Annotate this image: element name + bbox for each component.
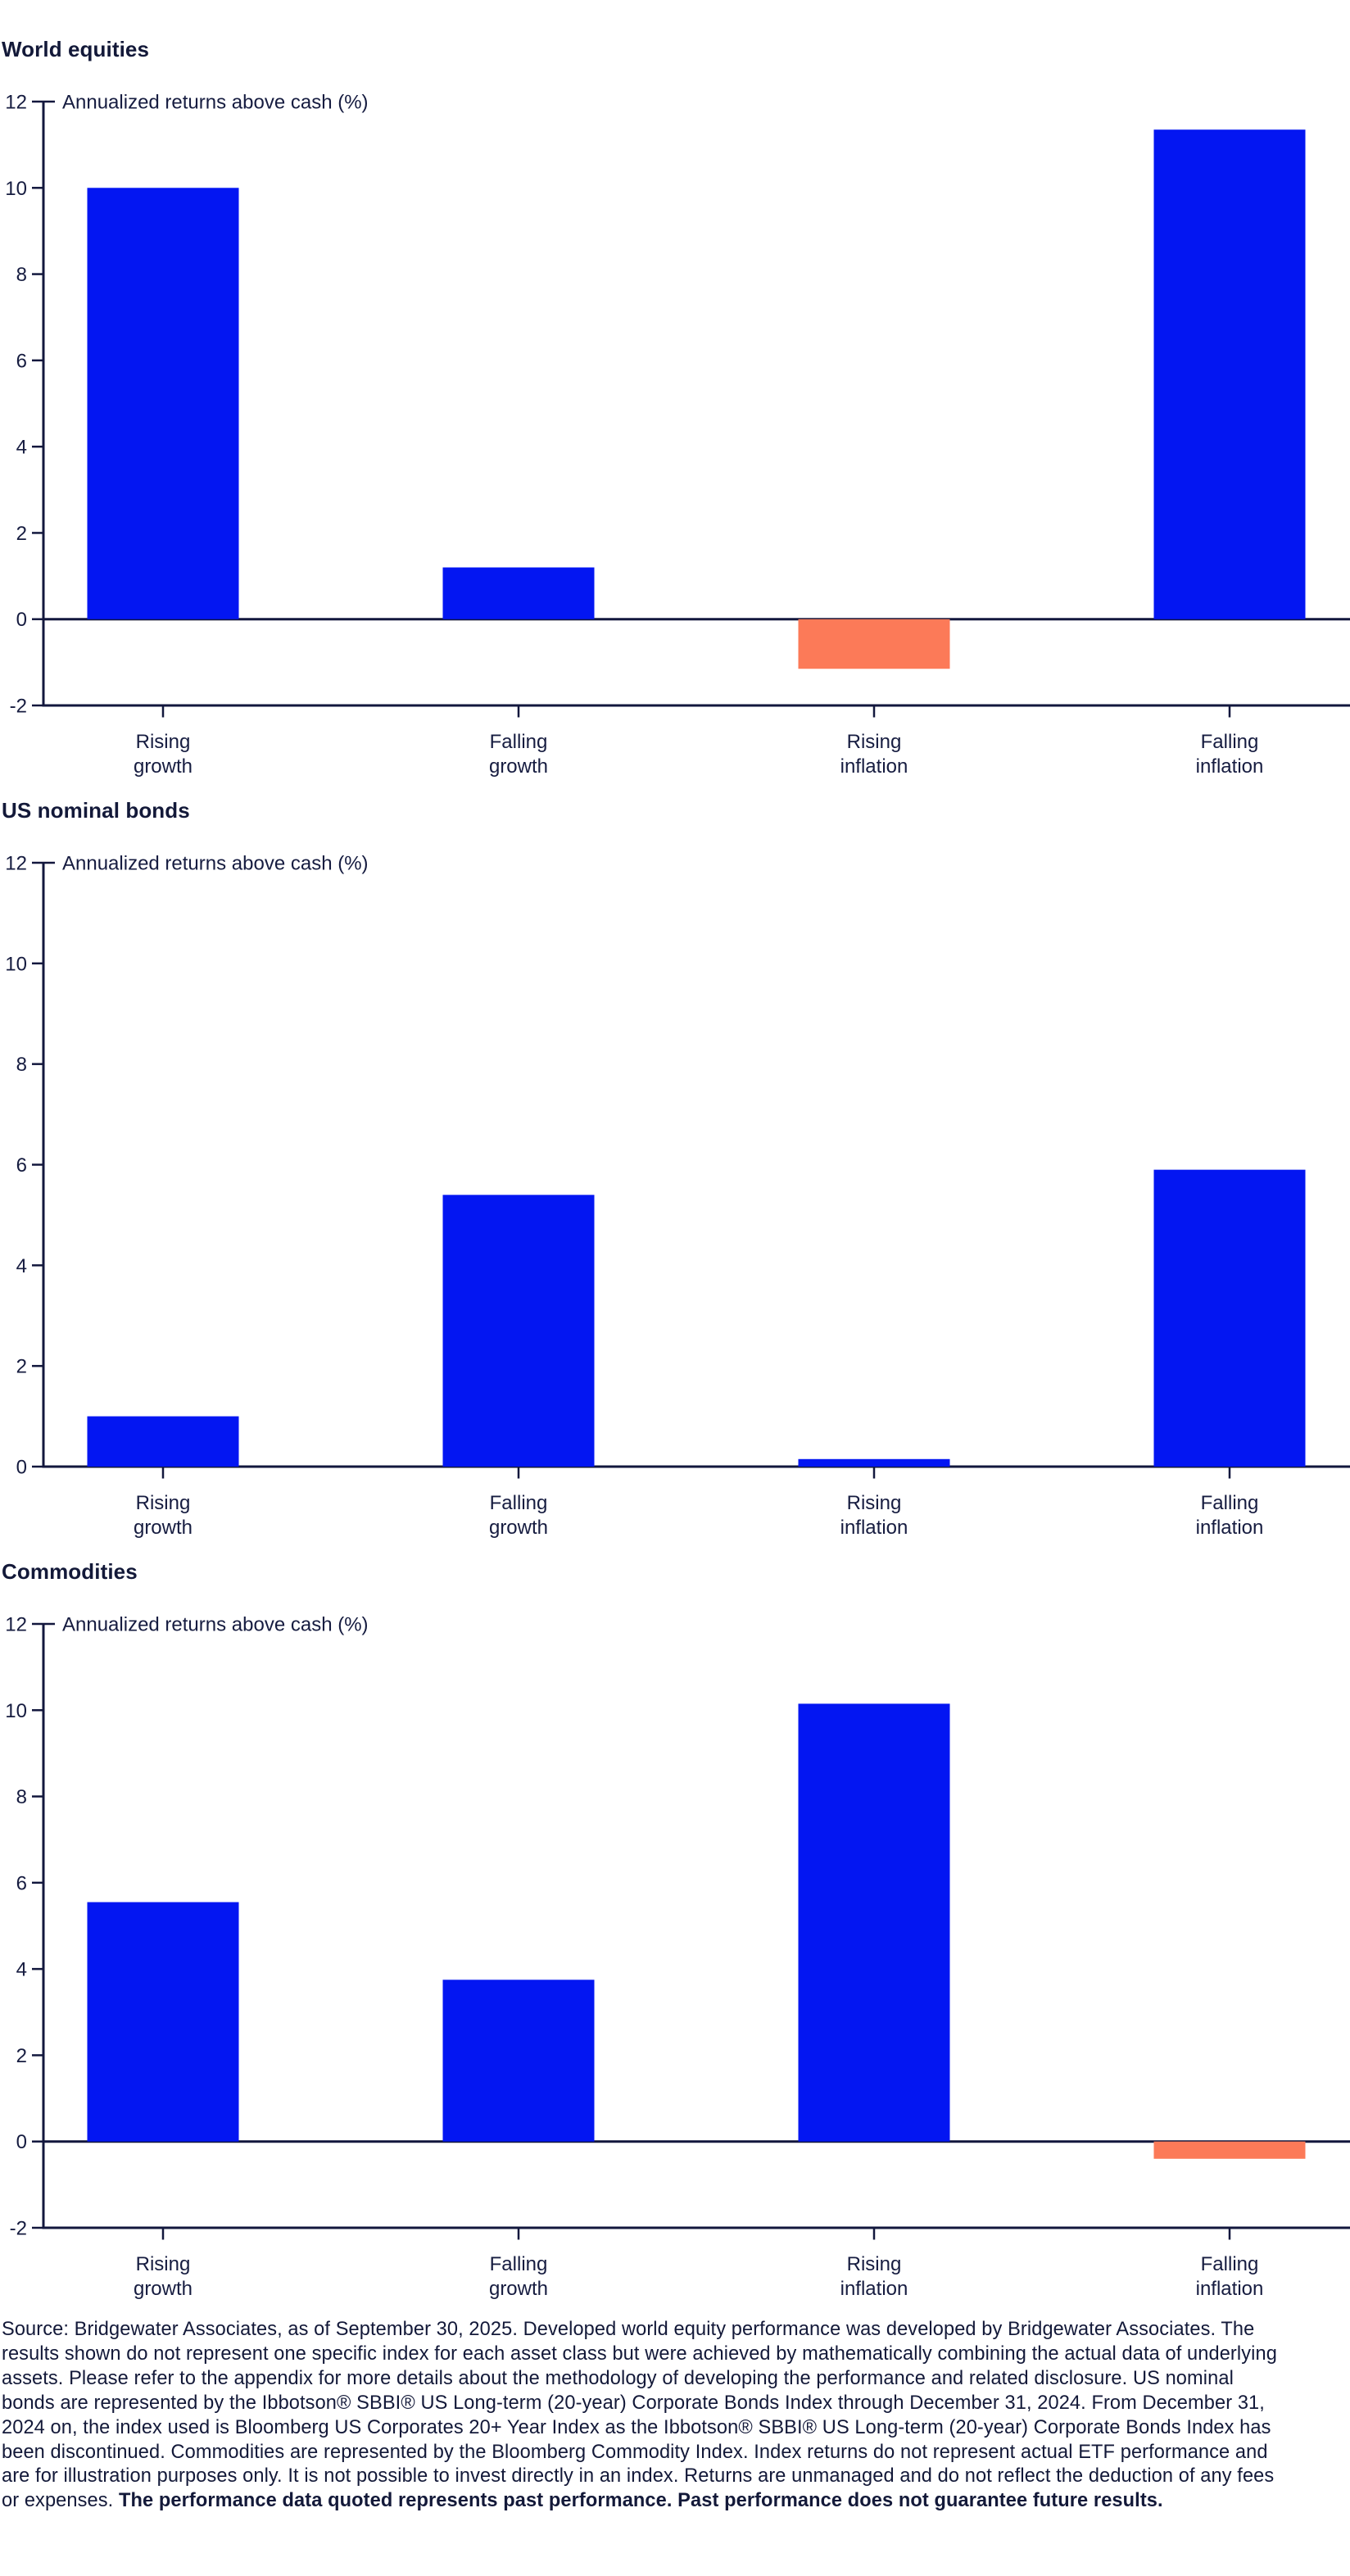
y-tick-label: 0: [16, 609, 27, 631]
chart-title: US nominal bonds: [2, 798, 190, 823]
bar-falling-growth: [442, 567, 595, 619]
y-tick-label: 4: [16, 437, 27, 459]
y-tick-label: 10: [5, 1700, 27, 1722]
x-category-label: Falling: [1201, 2253, 1259, 2275]
y-tick-label: 2: [16, 2045, 27, 2067]
x-category-label: Falling: [490, 731, 548, 753]
x-category-label: growth: [134, 755, 193, 778]
bar-rising-growth: [87, 1416, 239, 1467]
x-category-label: Falling: [490, 2253, 548, 2275]
x-category-label: inflation: [840, 755, 908, 778]
chart-title: World equities: [2, 37, 150, 61]
chart-canvas: 12 10 8 6 4 2 0 Annualized returns above cash (…: [5, 853, 1350, 1539]
x-category-label: Rising: [136, 1492, 191, 1514]
x-category-label: growth: [489, 755, 548, 778]
x-category-label: inflation: [840, 1517, 908, 1539]
y-tick-label: 10: [5, 953, 27, 975]
x-category-label: Falling: [490, 1492, 548, 1514]
y-tick-label: 6: [16, 1154, 27, 1177]
chart-title: Commodities: [2, 1559, 138, 1584]
y-tick-label: 12: [5, 1614, 27, 1636]
bar-falling-growth: [442, 1980, 595, 2142]
x-category-label: Rising: [847, 731, 902, 753]
x-category-label: growth: [489, 1517, 548, 1539]
y-tick-label: 2: [16, 1356, 27, 1378]
y-tick-label: 6: [16, 350, 27, 372]
x-category-label: Rising: [136, 2253, 191, 2275]
bar-falling-inflation: [1153, 129, 1306, 619]
x-category-label: Falling: [1201, 731, 1259, 753]
bar-rising-inflation: [798, 1703, 950, 2142]
footnote: Source: Bridgewater Associates, as of Se…: [2, 2318, 1284, 2514]
y-tick-label: 10: [5, 178, 27, 200]
y-tick-label: 4: [16, 1959, 27, 1981]
y-tick-label: 4: [16, 1255, 27, 1277]
bar-rising-growth: [87, 188, 239, 619]
y-tick-label: 0: [16, 1457, 27, 1479]
x-category-label: growth: [134, 2278, 193, 2300]
axis-unit-label: Annualized returns above cash (%): [62, 1614, 369, 1636]
chart-section: Commodities 12 10 8 6 4 2 0 -2 Annualized returns…: [0, 1558, 1350, 2313]
x-category-label: Falling: [1201, 1492, 1259, 1514]
x-category-label: inflation: [1196, 2278, 1264, 2300]
y-tick-label: 2: [16, 523, 27, 545]
bar-rising-inflation: [798, 1458, 950, 1467]
y-tick-label: -2: [10, 696, 27, 718]
y-tick-label: -2: [10, 2218, 27, 2240]
y-tick-label: 8: [16, 1054, 27, 1076]
bar-rising-growth: [87, 1902, 239, 2142]
chart-canvas: 12 10 8 6 4 2 0 -2 Annualized returns above cash…: [5, 92, 1350, 778]
x-category-label: Rising: [847, 1492, 902, 1514]
y-tick-label: 6: [16, 1872, 27, 1894]
chart-canvas: 12 10 8 6 4 2 0 -2 Annualized returns above cash…: [5, 1614, 1350, 2300]
chart-section: US nominal bonds 12 10 8 6 4 2 0 Annualized retu…: [0, 797, 1350, 1552]
x-category-label: Rising: [136, 731, 191, 753]
y-tick-label: 12: [5, 853, 27, 875]
axis-unit-label: Annualized returns above cash (%): [62, 853, 369, 875]
y-tick-label: 12: [5, 92, 27, 114]
x-category-label: inflation: [840, 2278, 908, 2300]
axis-unit-label: Annualized returns above cash (%): [62, 92, 369, 114]
charts-container: World equities 12 10 8 6 4 2 0 -2 Annualized retu…: [0, 36, 1350, 2313]
footnote-text: Source: Bridgewater Associates, as of Se…: [2, 2319, 1277, 2512]
x-category-label: inflation: [1196, 755, 1264, 778]
x-category-label: growth: [489, 2278, 548, 2300]
x-category-label: growth: [134, 1517, 193, 1539]
y-tick-label: 8: [16, 1786, 27, 1808]
footnote-bold-text: The performance data quoted represents p…: [118, 2490, 1163, 2512]
y-tick-label: 0: [16, 2131, 27, 2153]
bar-falling-growth: [442, 1195, 595, 1467]
y-tick-label: 8: [16, 264, 27, 286]
bar-falling-inflation: [1153, 1169, 1306, 1467]
x-category-label: inflation: [1196, 1517, 1264, 1539]
chart-section: World equities 12 10 8 6 4 2 0 -2 Annualized retu…: [0, 36, 1350, 791]
bar-falling-inflation: [1153, 2141, 1306, 2159]
x-category-label: Rising: [847, 2253, 902, 2275]
bar-rising-inflation: [798, 619, 950, 669]
